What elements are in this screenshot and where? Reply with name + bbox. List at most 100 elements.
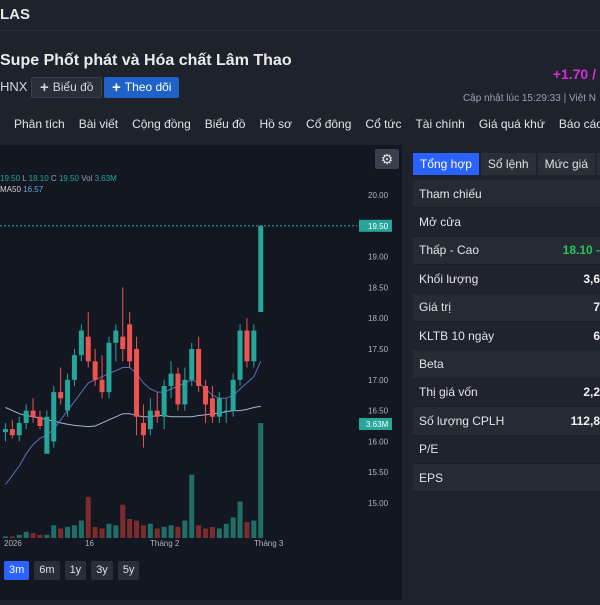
volume-bar <box>113 525 119 538</box>
volume-bar <box>71 525 77 538</box>
nav-item-dividends[interactable]: Cổ tức <box>365 117 402 131</box>
gear-icon[interactable]: ⚙ <box>375 149 399 169</box>
volume-bar <box>209 526 215 538</box>
stat-row: Số lượng CPLH 112,8 <box>413 407 600 436</box>
candle-body <box>71 355 77 380</box>
price-axis <box>357 145 402 600</box>
candle-body <box>120 336 126 349</box>
chart-area[interactable]: 20.00 19.00 18.50 18.00 17.50 17.00 16.50 16.00… <box>0 145 402 600</box>
tab-summary[interactable]: Tổng hợp <box>413 153 479 175</box>
candle-body <box>58 392 64 399</box>
nav-item-reports[interactable]: Báo cáo <box>558 117 600 131</box>
stat-row: Giá trị 7 <box>413 293 600 322</box>
candle-body <box>182 379 188 405</box>
follow-button-label: Theo dõi <box>124 80 172 94</box>
x-tick-label: 16 <box>85 539 94 548</box>
range-5y-button[interactable]: 5y <box>117 561 140 580</box>
stat-row: KLTB 10 ngày 6 <box>413 321 600 351</box>
y-tick-label: 20.00 <box>368 191 389 200</box>
volume-bar <box>196 525 202 538</box>
nav-item-finance[interactable]: Tài chính <box>415 117 465 131</box>
stat-row: Thấp - Cao 18.10 - <box>413 236 600 266</box>
volume-bar <box>175 526 181 538</box>
volume-bar <box>134 520 140 538</box>
stat-label: Thấp - Cao <box>419 243 480 258</box>
candle-body <box>51 392 57 442</box>
volume-bar <box>147 523 153 538</box>
y-tick-label: 18.50 <box>368 283 389 292</box>
y-tick-label: 15.50 <box>368 468 389 477</box>
ohlc-prefix-value: 19.50 <box>0 174 21 183</box>
stat-row: P/E <box>413 435 600 464</box>
tab-more[interactable]: Th <box>597 153 600 175</box>
stat-label: EPS <box>419 470 444 485</box>
candle-body <box>2 429 8 433</box>
volume-bar <box>65 526 71 538</box>
y-tick-label: 18.00 <box>368 314 389 323</box>
candle-body <box>99 379 105 393</box>
range-1y-button[interactable]: 1y <box>64 561 87 580</box>
x-tick-label: Tháng 2 <box>150 539 180 548</box>
nav-item-community[interactable]: Cộng đồng <box>132 117 191 131</box>
nav-item-analysis[interactable]: Phân tích <box>14 117 65 131</box>
volume-tag-label: 3.63M <box>366 420 389 429</box>
nav-item-profile[interactable]: Hồ sơ <box>259 117 293 131</box>
stat-label: Tham chiếu <box>419 186 482 201</box>
candle-body <box>140 422 146 436</box>
volume-bar <box>78 520 84 538</box>
stat-label: Mở cửa <box>419 215 461 230</box>
top-bar: LAS <box>0 0 600 31</box>
nav-item-articles[interactable]: Bài viết <box>78 117 119 131</box>
stat-value: 7 <box>593 300 600 315</box>
tab-orderbook[interactable]: Sổ lệnh <box>480 153 536 175</box>
candle-body <box>196 349 202 386</box>
volume-bar <box>9 536 15 538</box>
chart-button-label: Biểu đồ <box>52 80 94 94</box>
candle-body <box>189 349 195 380</box>
stat-value: 112,8 <box>570 413 600 428</box>
volume-bar <box>161 526 167 538</box>
candle-body <box>244 330 250 362</box>
chart-button[interactable]: + Biểu đồ <box>31 77 103 98</box>
ohlc-legend: 19.50 L 18.10 C 19.50 Vol 3.63M <box>0 174 117 183</box>
stat-label: P/E <box>419 442 439 457</box>
last-price-tag <box>359 219 392 232</box>
y-tick-label: 19.00 <box>368 253 389 262</box>
stat-label: Giá trị <box>419 300 452 315</box>
candle-body <box>106 342 112 393</box>
stat-label: KLTB 10 ngày <box>419 328 495 343</box>
volume-bar <box>189 474 195 538</box>
volume-bar <box>127 518 133 538</box>
candle-body <box>92 361 98 380</box>
candle-body <box>209 398 215 417</box>
candle-body <box>85 336 91 362</box>
section-nav: Phân tích Bài viết Cộng đồng Biểu đồ Hồ … <box>14 117 600 131</box>
range-6m-button[interactable]: 6m <box>34 561 60 580</box>
tab-price-levels[interactable]: Mức giá <box>537 153 595 175</box>
nav-item-chart[interactable]: Biểu đồ <box>204 117 246 131</box>
y-tick-label: 15.00 <box>368 499 389 508</box>
stat-row: Khối lượng 3,6 <box>413 265 600 294</box>
nav-item-price-history[interactable]: Giá quá khứ <box>478 117 545 131</box>
follow-button[interactable]: + Theo dõi <box>104 77 180 98</box>
range-3y-button[interactable]: 3y <box>91 561 113 580</box>
price-change: +1.70 / <box>552 66 596 82</box>
candlestick-chart[interactable]: 20.00 19.00 18.50 18.00 17.50 17.00 16.50 16.00… <box>0 145 402 600</box>
stat-row: Beta <box>413 350 600 379</box>
volume-bar <box>237 501 243 538</box>
volume-bar <box>30 533 36 538</box>
candle-body <box>175 373 181 405</box>
volume-bar <box>168 525 174 538</box>
nav-item-shareholders[interactable]: Cổ đông <box>306 117 352 131</box>
volume-bar <box>182 520 188 538</box>
candle-body <box>203 385 209 405</box>
stat-label: Beta <box>419 357 444 372</box>
candle-body <box>168 373 174 386</box>
candle-body <box>113 330 119 343</box>
panel-tabs: Tổng hợp Sổ lệnh Mức giá Th <box>413 153 600 175</box>
candle-body <box>30 410 36 417</box>
stat-row: Thị giá vốn 2,2 <box>413 378 600 408</box>
range-3m-button[interactable]: 3m <box>4 561 30 580</box>
stat-value: 18.10 - <box>562 243 600 258</box>
last-price-label: 19.50 <box>368 222 389 231</box>
